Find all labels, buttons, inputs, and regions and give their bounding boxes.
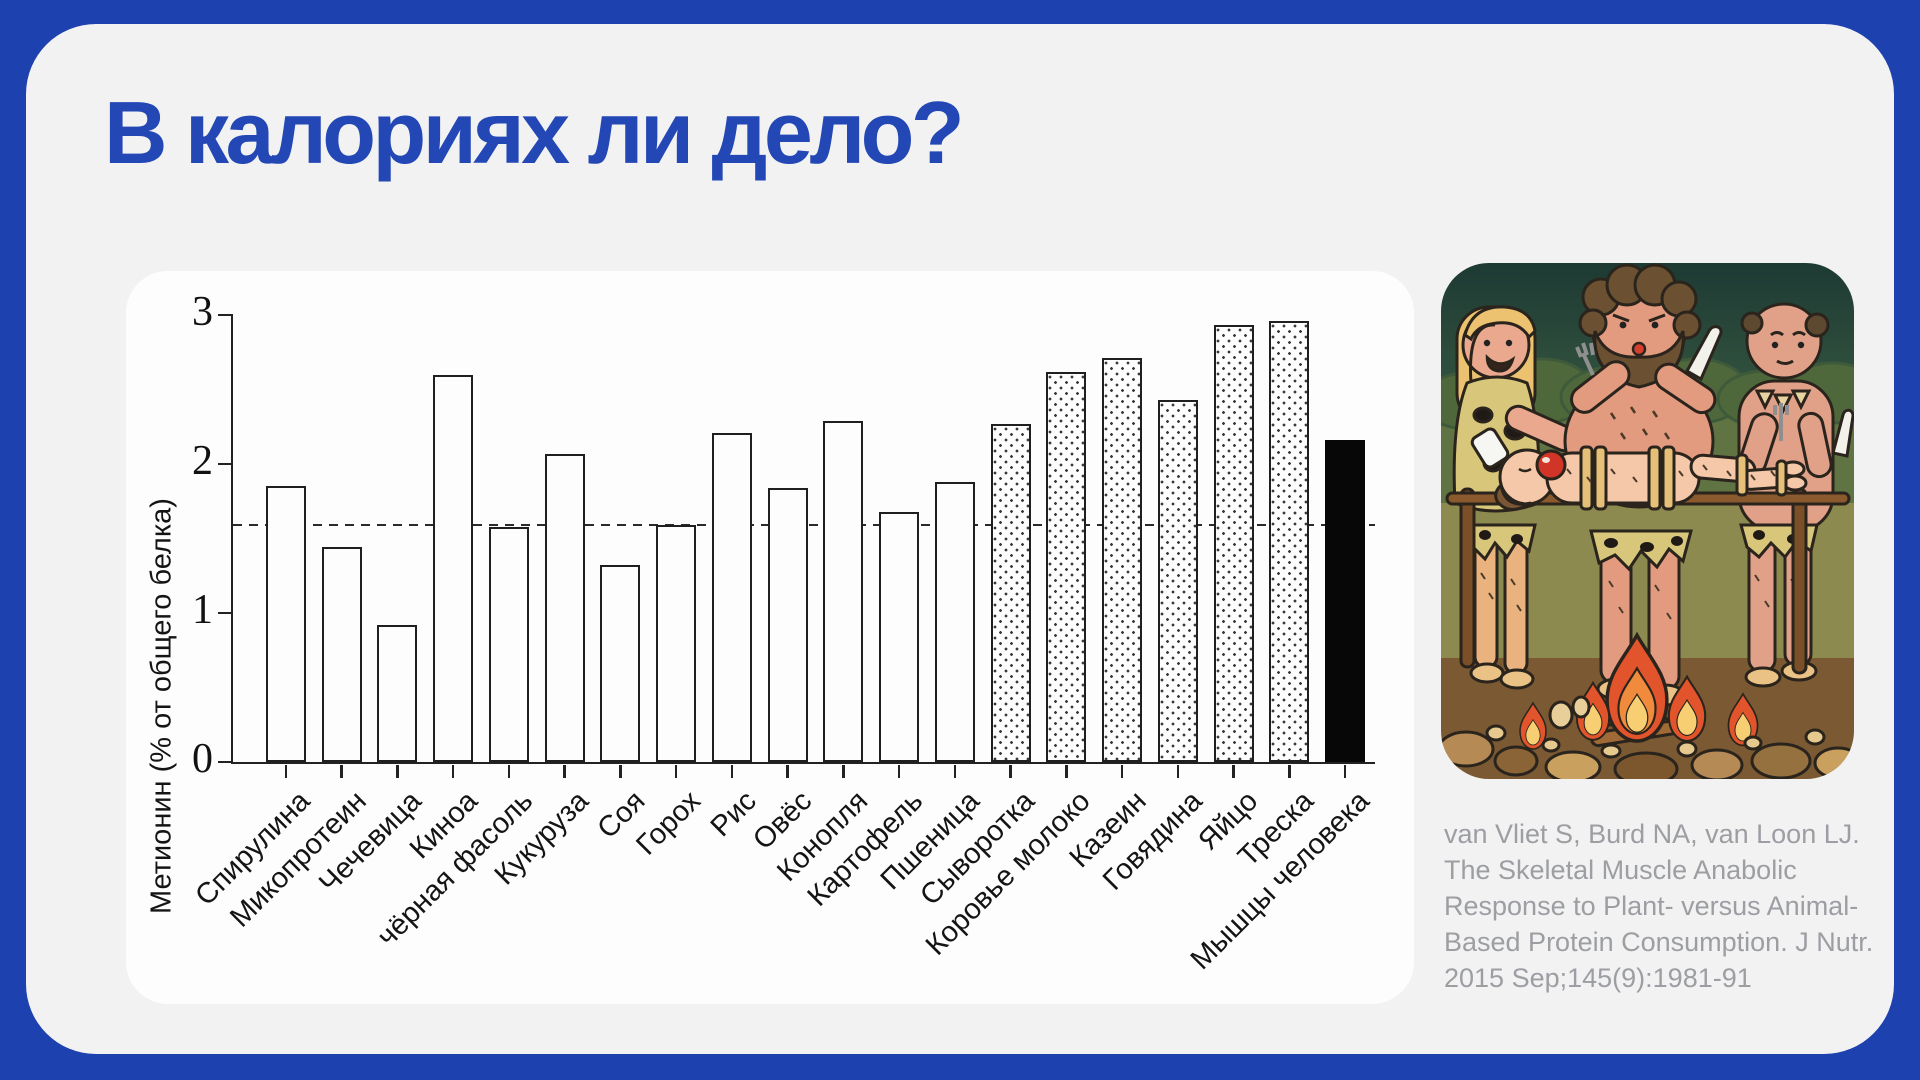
citation-text: van Vliet S, Burd NA, van Loon LJ. The S… — [1444, 819, 1874, 993]
bar-Рис — [711, 432, 752, 762]
x-axis-tick-Кукуруза — [563, 764, 566, 778]
y-axis-tick-label-2: 2 — [192, 438, 213, 484]
x-axis-tick-Овёс — [786, 764, 789, 778]
x-axis-tick-Киноа — [451, 764, 455, 778]
y-axis-tick-label-3: 3 — [192, 289, 213, 335]
bar-Пшеница — [934, 481, 975, 762]
bar-Треска — [1269, 320, 1310, 762]
y-axis-label: Метионин (% от общего белка) — [145, 498, 178, 914]
bar-Говядина — [1157, 399, 1198, 762]
bar-Сыворотка — [990, 423, 1031, 762]
bar-Казеин — [1102, 358, 1143, 762]
x-axis-tick-Микопротеин — [340, 764, 343, 778]
bar-Картофель — [879, 511, 920, 762]
x-axis-tick-Спирулина — [284, 764, 288, 778]
x-axis-tick-Яйцо — [1232, 764, 1235, 778]
x-axis-tick-Рис — [730, 764, 734, 778]
bar-Мышцы человека — [1325, 440, 1366, 762]
bar-Яйцо — [1213, 325, 1254, 762]
page-title: В калориях ли дело? — [104, 83, 965, 182]
x-axis-tick-Чечевица — [396, 764, 399, 778]
y-axis-tick-0 — [218, 760, 233, 764]
bar-Горох — [656, 525, 697, 762]
x-axis-tick-чёрная фасоль — [507, 764, 511, 778]
chart-panel: Метионин (% от общего белка) 0 1 2 3 Спирули… — [126, 271, 1414, 1004]
x-axis-tick-Говядина — [1176, 764, 1180, 778]
x-axis-tick-Конопля — [842, 764, 845, 778]
x-axis-tick-Соя — [619, 764, 622, 778]
bar-chart-plot-area: 0 1 2 3 Спирулина Микопротеин Чечевица Киноа чёр… — [190, 289, 1376, 976]
x-axis-tick-Мышцы человека — [1343, 764, 1347, 778]
bar-Киноа — [433, 374, 474, 762]
x-axis-tick-Пшеница — [953, 764, 957, 778]
y-axis-tick-3 — [218, 313, 233, 317]
bar-Спирулина — [266, 486, 306, 762]
x-axis-tick-Треска — [1288, 764, 1291, 778]
bar-Кукуруза — [544, 453, 585, 762]
slide-card: В калориях ли дело? Метионин (% от общег… — [26, 24, 1894, 1054]
bar-Чечевица — [377, 624, 418, 762]
x-axis-tick-Картофель — [897, 764, 901, 778]
bar-Овёс — [767, 487, 808, 762]
bar-Коровье молоко — [1046, 371, 1087, 762]
bar-Микопротеин — [321, 547, 362, 762]
x-axis-label-Горох: Горох — [630, 785, 707, 862]
bar-Конопля — [823, 420, 864, 762]
bar-чёрная фасоль — [488, 526, 529, 762]
bar-Соя — [600, 565, 641, 762]
x-axis-tick-Сыворотка — [1009, 764, 1012, 778]
x-axis-tick-Горох — [674, 764, 678, 778]
y-axis-tick-label-0: 0 — [192, 736, 213, 782]
cavemen-roast-drawing — [1441, 263, 1854, 779]
y-axis-tick-2 — [218, 462, 233, 466]
x-axis-tick-Казеин — [1120, 764, 1124, 778]
cavemen-roast-illustration — [1441, 263, 1854, 779]
y-axis-tick-1 — [218, 611, 233, 615]
y-axis-tick-label-1: 1 — [192, 587, 213, 633]
x-axis-tick-Коровье молоко — [1065, 764, 1068, 778]
